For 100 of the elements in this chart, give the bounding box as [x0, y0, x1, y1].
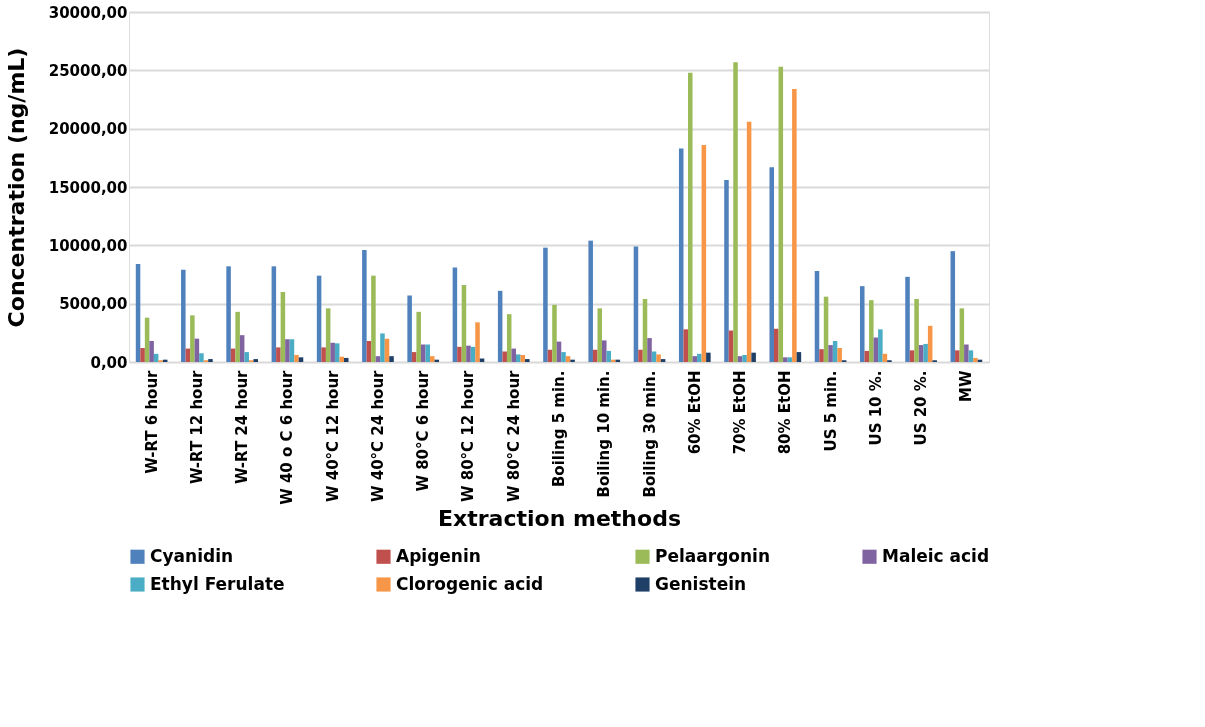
bar — [706, 352, 711, 362]
bar — [339, 356, 344, 362]
bar — [516, 354, 521, 362]
legend-label: Cyanidin — [150, 545, 234, 566]
bar — [565, 356, 571, 362]
bar — [769, 167, 774, 362]
bar — [457, 346, 462, 362]
bar — [344, 357, 349, 362]
legend-label: Ethyl Ferulate — [150, 573, 285, 594]
bar — [294, 355, 299, 362]
bar — [955, 350, 960, 362]
bar — [416, 311, 421, 362]
bar — [878, 329, 883, 362]
bar — [561, 352, 566, 362]
bar — [475, 322, 480, 362]
bar — [244, 352, 249, 362]
legend-label: Apigenin — [396, 545, 481, 566]
bar — [588, 240, 593, 362]
bar — [235, 311, 240, 362]
y-tick-label: 20000,00 — [48, 120, 128, 139]
legend-label: Pelaargonin — [655, 545, 771, 566]
bar — [597, 308, 602, 362]
bar — [697, 353, 702, 362]
bar — [430, 356, 435, 362]
bar — [909, 350, 915, 362]
y-tick-label: 10000,00 — [48, 236, 128, 255]
bar — [181, 269, 186, 362]
bar — [733, 62, 738, 362]
legend-label: Genistein — [655, 573, 747, 594]
x-tick-label: W-RT 24 hour — [233, 369, 252, 485]
x-tick-label: W 40°C 12 hour — [323, 369, 342, 503]
bar — [742, 355, 747, 362]
bar — [611, 359, 616, 362]
bar — [914, 299, 919, 362]
y-tick-label: 25000,00 — [48, 61, 128, 80]
bar — [724, 180, 729, 362]
bar — [683, 329, 688, 362]
bar — [407, 295, 412, 362]
bar — [638, 349, 643, 362]
bar — [321, 347, 326, 362]
bar — [253, 359, 258, 362]
x-tick-label: Boiling 10 min. — [595, 370, 614, 498]
bar — [923, 343, 928, 362]
x-tick-label: MW — [957, 370, 976, 402]
bar — [380, 333, 385, 362]
bar — [362, 250, 367, 362]
bar — [149, 341, 154, 362]
bar — [525, 359, 530, 362]
bar — [787, 357, 793, 362]
bar — [276, 347, 281, 362]
bar — [371, 275, 376, 362]
x-tick-label: W 40°C 24 hour — [368, 369, 387, 503]
y-tick-label: 30000,00 — [48, 3, 128, 22]
x-tick-label: W-RT 6 hour — [142, 369, 161, 474]
bar — [208, 359, 213, 362]
bar — [837, 348, 842, 362]
legend-label: Maleic acid — [882, 545, 990, 566]
bar — [973, 357, 978, 362]
x-tick-label: 80% EtOH — [776, 370, 795, 455]
bar — [285, 339, 290, 362]
x-tick-label: Boiling 30 min. — [640, 370, 659, 498]
bar — [502, 351, 507, 362]
bar — [751, 352, 756, 362]
bar — [964, 344, 969, 362]
bar — [737, 356, 743, 362]
x-tick-label: W 40 o C 6 hour — [278, 369, 297, 505]
x-tick-label: 60% EtOH — [685, 370, 704, 455]
bar — [647, 338, 652, 362]
bar — [334, 343, 340, 362]
x-tick-label: W 80°C 12 hour — [459, 369, 478, 503]
x-tick-label: W 80°C 6 hour — [414, 369, 433, 492]
y-tick-label: 0,00 — [90, 353, 128, 372]
x-axis-title: Extraction methods — [438, 505, 681, 531]
x-tick-label: 70% EtOH — [731, 370, 750, 455]
bar — [968, 350, 974, 362]
bar — [828, 345, 833, 362]
bar — [688, 72, 693, 362]
bar — [330, 342, 335, 362]
bar — [819, 349, 824, 362]
x-tick-label: W 80°C 24 hour — [504, 369, 523, 503]
bar — [226, 266, 231, 362]
bar — [375, 356, 381, 362]
bar — [602, 340, 607, 362]
x-tick-label: Boiling 5 min. — [550, 370, 568, 488]
bar — [511, 348, 516, 362]
bar — [389, 356, 394, 362]
bar — [570, 359, 575, 362]
bar — [140, 348, 145, 362]
x-tick-label: US 20 %. — [912, 370, 931, 446]
bar — [860, 286, 865, 362]
x-tick-label: US 10 %. — [866, 370, 885, 446]
legend-label: Clorogenic acid — [396, 573, 544, 594]
bar — [905, 276, 910, 362]
bar — [543, 247, 548, 362]
bar — [552, 304, 557, 362]
y-tick-label: 5000,00 — [59, 295, 128, 314]
x-tick-label: W-RT 12 hour — [187, 369, 206, 485]
y-tick-label: 15000,00 — [48, 178, 128, 197]
bar — [869, 300, 874, 362]
bar — [774, 328, 779, 362]
